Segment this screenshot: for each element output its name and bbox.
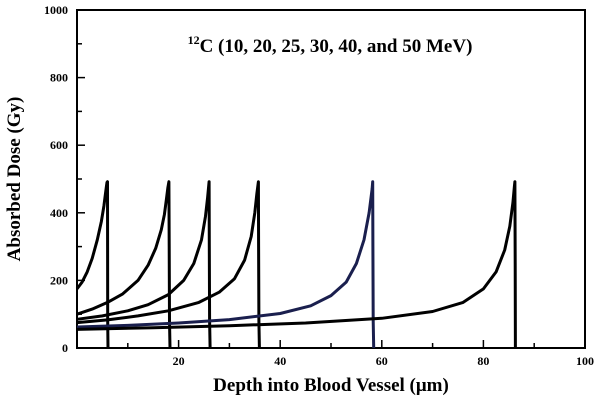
x-tick-label: 20 (173, 354, 185, 368)
dose-curve-50mev (76, 180, 517, 349)
y-tick-label: 0 (62, 341, 68, 355)
x-tick-label: 80 (477, 354, 489, 368)
dose-curve-10mev (75, 180, 110, 349)
y-tick-label: 400 (50, 206, 68, 220)
series-layer (75, 180, 517, 349)
x-tick-label: 40 (274, 354, 286, 368)
y-tick-label: 200 (50, 273, 68, 287)
x-tick-label: 100 (576, 354, 594, 368)
chart-title: 12C (10, 20, 25, 30, 40, and 50 MeV) (188, 33, 473, 57)
dose-curve-25mev (76, 180, 212, 349)
dose-curve-30mev (76, 180, 261, 349)
chart-title-superscript: 12 (188, 33, 200, 47)
x-tick-label: 60 (376, 354, 388, 368)
y-tick-label: 1000 (44, 3, 68, 17)
plot-area-frame (76, 9, 586, 349)
chart-title-main: C (10, 20, 25, 30, 40, and 50 MeV) (200, 36, 473, 57)
y-axis-title: Absorbed Dose (Gy) (4, 97, 25, 262)
y-tick-label: 600 (50, 138, 68, 152)
x-axis-title: Depth into Blood Vessel (μm) (213, 375, 449, 396)
y-tick-label: 800 (50, 71, 68, 85)
dose-curve-40mev (76, 180, 376, 349)
x-axis-ticks: 20 40 60 80 100 (127, 340, 594, 368)
dose-curve-20mev (76, 180, 172, 349)
y-axis-ticks: 0 200 400 600 800 1000 (44, 3, 85, 355)
